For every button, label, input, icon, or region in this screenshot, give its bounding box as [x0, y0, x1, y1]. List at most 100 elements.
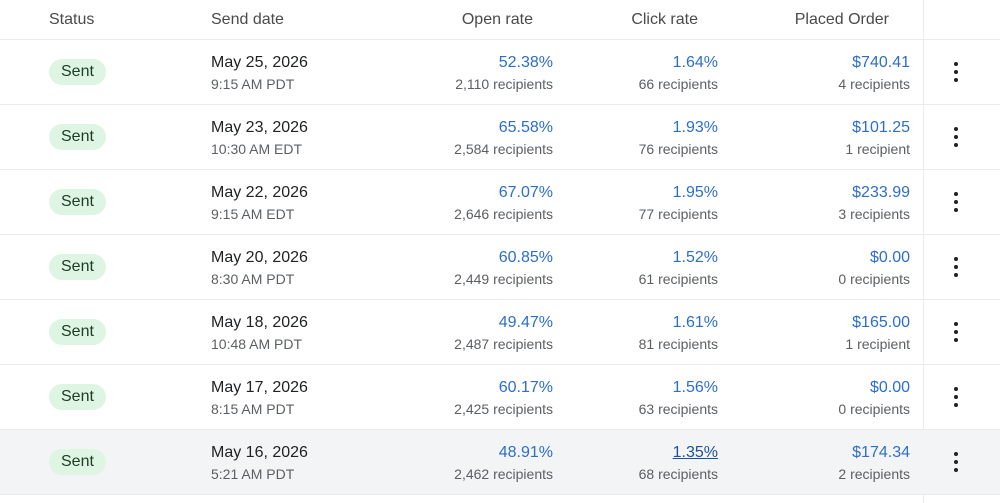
column-header-open-rate[interactable]: Open rate — [461, 11, 533, 28]
click-rate-cell: 1.95% 77 recipients — [639, 184, 718, 222]
click-rate-link[interactable]: 1.95% — [672, 184, 718, 201]
more-vertical-icon[interactable] — [944, 60, 968, 84]
send-time: 10:48 AM PDT — [211, 336, 303, 352]
placed-order-cell: $101.25 1 recipient — [845, 119, 910, 157]
click-rate-cell: 1.61% 81 recipients — [639, 314, 718, 352]
column-header-send-date[interactable]: Send date — [211, 11, 284, 28]
click-recipients: 81 recipients — [638, 336, 718, 352]
column-header-placed-order[interactable]: Placed Order — [794, 11, 889, 28]
open-rate-link[interactable]: 60.85% — [498, 249, 553, 266]
send-date: May 18, 2026 — [211, 314, 308, 331]
order-recipients: 1 recipient — [845, 141, 910, 157]
placed-order-link[interactable]: $101.25 — [852, 119, 910, 136]
more-vertical-icon[interactable] — [944, 385, 968, 409]
placed-order-cell: $165.00 1 recipient — [845, 314, 910, 352]
placed-order-cell: $174.34 2 recipients — [838, 444, 910, 482]
table-row[interactable]: Sent May 18, 2026 10:48 AM PDT 49.47% 2,… — [0, 300, 1000, 365]
click-rate-cell: 1.35% 68 recipients — [639, 444, 718, 482]
click-rate-link[interactable]: 1.64% — [672, 54, 718, 71]
placed-order-cell: $233.99 3 recipients — [838, 184, 910, 222]
table-row[interactable]: Sent May 23, 2026 10:30 AM EDT 65.58% 2,… — [0, 105, 1000, 170]
placed-order-link[interactable]: $174.34 — [852, 444, 910, 461]
placed-order-link[interactable]: $233.99 — [852, 184, 910, 201]
placed-order-link[interactable]: $0.00 — [869, 379, 910, 396]
click-rate-cell: 1.93% 76 recipients — [639, 119, 718, 157]
send-date: May 23, 2026 — [211, 119, 308, 136]
click-recipients: 68 recipients — [638, 466, 718, 482]
placed-order-cell: $0.00 0 recipients — [838, 379, 910, 417]
placed-order-link[interactable]: $165.00 — [852, 314, 910, 331]
table-row[interactable]: Sent May 16, 2026 5:21 AM PDT 48.91% 2,4… — [0, 430, 1000, 495]
status-badge: Sent — [49, 59, 106, 85]
click-rate-link[interactable]: 1.52% — [672, 249, 718, 266]
open-rate-cell: 48.91% 2,462 recipients — [454, 444, 553, 482]
more-vertical-icon[interactable] — [944, 190, 968, 214]
click-recipients: 66 recipients — [638, 76, 718, 92]
open-rate-link[interactable]: 49.47% — [498, 314, 553, 331]
status-badge: Sent — [49, 254, 106, 280]
open-recipients: 2,584 recipients — [454, 141, 553, 157]
placed-order-cell: $0.00 0 recipients — [838, 249, 910, 287]
column-header-click-rate[interactable]: Click rate — [631, 11, 698, 28]
open-rate-link[interactable]: 65.58% — [498, 119, 553, 136]
open-recipients: 2,449 recipients — [454, 271, 553, 287]
open-rate-link[interactable]: 52.38% — [498, 54, 553, 71]
click-rate-link[interactable]: 1.35% — [672, 444, 718, 461]
send-time: 8:30 AM PDT — [211, 271, 295, 287]
send-time: 8:15 AM PDT — [211, 401, 295, 417]
send-time: 9:15 AM PDT — [211, 76, 295, 92]
order-recipients: 2 recipients — [838, 466, 910, 482]
status-badge: Sent — [49, 124, 106, 150]
open-rate-cell: 52.38% 2,110 recipients — [455, 54, 553, 92]
status-badge: Sent — [49, 384, 106, 410]
more-vertical-icon[interactable] — [944, 450, 968, 474]
placed-order-cell: $740.41 4 recipients — [838, 54, 910, 92]
send-date: May 16, 2026 — [211, 444, 308, 461]
open-rate-link[interactable]: 67.07% — [498, 184, 553, 201]
open-recipients: 2,487 recipients — [454, 336, 553, 352]
placed-order-link[interactable]: $0.00 — [869, 249, 910, 266]
open-recipients: 2,110 recipients — [455, 76, 553, 92]
send-date: May 22, 2026 — [211, 184, 308, 201]
table-row[interactable]: Sent May 25, 2026 9:15 AM PDT 52.38% 2,1… — [0, 40, 1000, 105]
status-badge: Sent — [49, 189, 106, 215]
send-date: May 17, 2026 — [211, 379, 308, 396]
click-recipients: 77 recipients — [638, 206, 718, 222]
open-recipients: 2,646 recipients — [454, 206, 553, 222]
open-rate-cell: 60.85% 2,449 recipients — [454, 249, 553, 287]
open-rate-cell: 60.17% 2,425 recipients — [454, 379, 553, 417]
more-vertical-icon[interactable] — [944, 255, 968, 279]
table-row[interactable]: Sent May 22, 2026 9:15 AM EDT 67.07% 2,6… — [0, 170, 1000, 235]
status-badge: Sent — [49, 319, 106, 345]
click-rate-cell: 1.56% 63 recipients — [639, 379, 718, 417]
table-body: Sent May 25, 2026 9:15 AM PDT 52.38% 2,1… — [0, 40, 1000, 495]
open-recipients: 2,462 recipients — [454, 466, 553, 482]
open-rate-link[interactable]: 60.17% — [498, 379, 553, 396]
click-rate-link[interactable]: 1.61% — [672, 314, 718, 331]
open-rate-link[interactable]: 48.91% — [498, 444, 553, 461]
table-row[interactable]: Sent May 20, 2026 8:30 AM PDT 60.85% 2,4… — [0, 235, 1000, 300]
column-header-status[interactable]: Status — [49, 11, 95, 28]
placed-order-link[interactable]: $740.41 — [852, 54, 910, 71]
status-badge: Sent — [49, 449, 106, 475]
more-vertical-icon[interactable] — [944, 320, 968, 344]
click-rate-cell: 1.64% 66 recipients — [639, 54, 718, 92]
table-row[interactable]: Sent May 17, 2026 8:15 AM PDT 60.17% 2,4… — [0, 365, 1000, 430]
more-vertical-icon[interactable] — [944, 125, 968, 149]
actions-column-divider — [923, 0, 924, 503]
click-recipients: 76 recipients — [638, 141, 718, 157]
send-time: 9:15 AM EDT — [211, 206, 295, 222]
order-recipients: 0 recipients — [838, 401, 910, 417]
order-recipients: 1 recipient — [845, 336, 910, 352]
order-recipients: 0 recipients — [838, 271, 910, 287]
open-rate-cell: 67.07% 2,646 recipients — [454, 184, 553, 222]
click-rate-link[interactable]: 1.93% — [672, 119, 718, 136]
send-date: May 25, 2026 — [211, 54, 308, 71]
click-rate-link[interactable]: 1.56% — [672, 379, 718, 396]
open-recipients: 2,425 recipients — [454, 401, 553, 417]
send-time: 10:30 AM EDT — [211, 141, 303, 157]
click-recipients: 63 recipients — [638, 401, 718, 417]
order-recipients: 4 recipients — [838, 76, 910, 92]
open-rate-cell: 65.58% 2,584 recipients — [454, 119, 553, 157]
